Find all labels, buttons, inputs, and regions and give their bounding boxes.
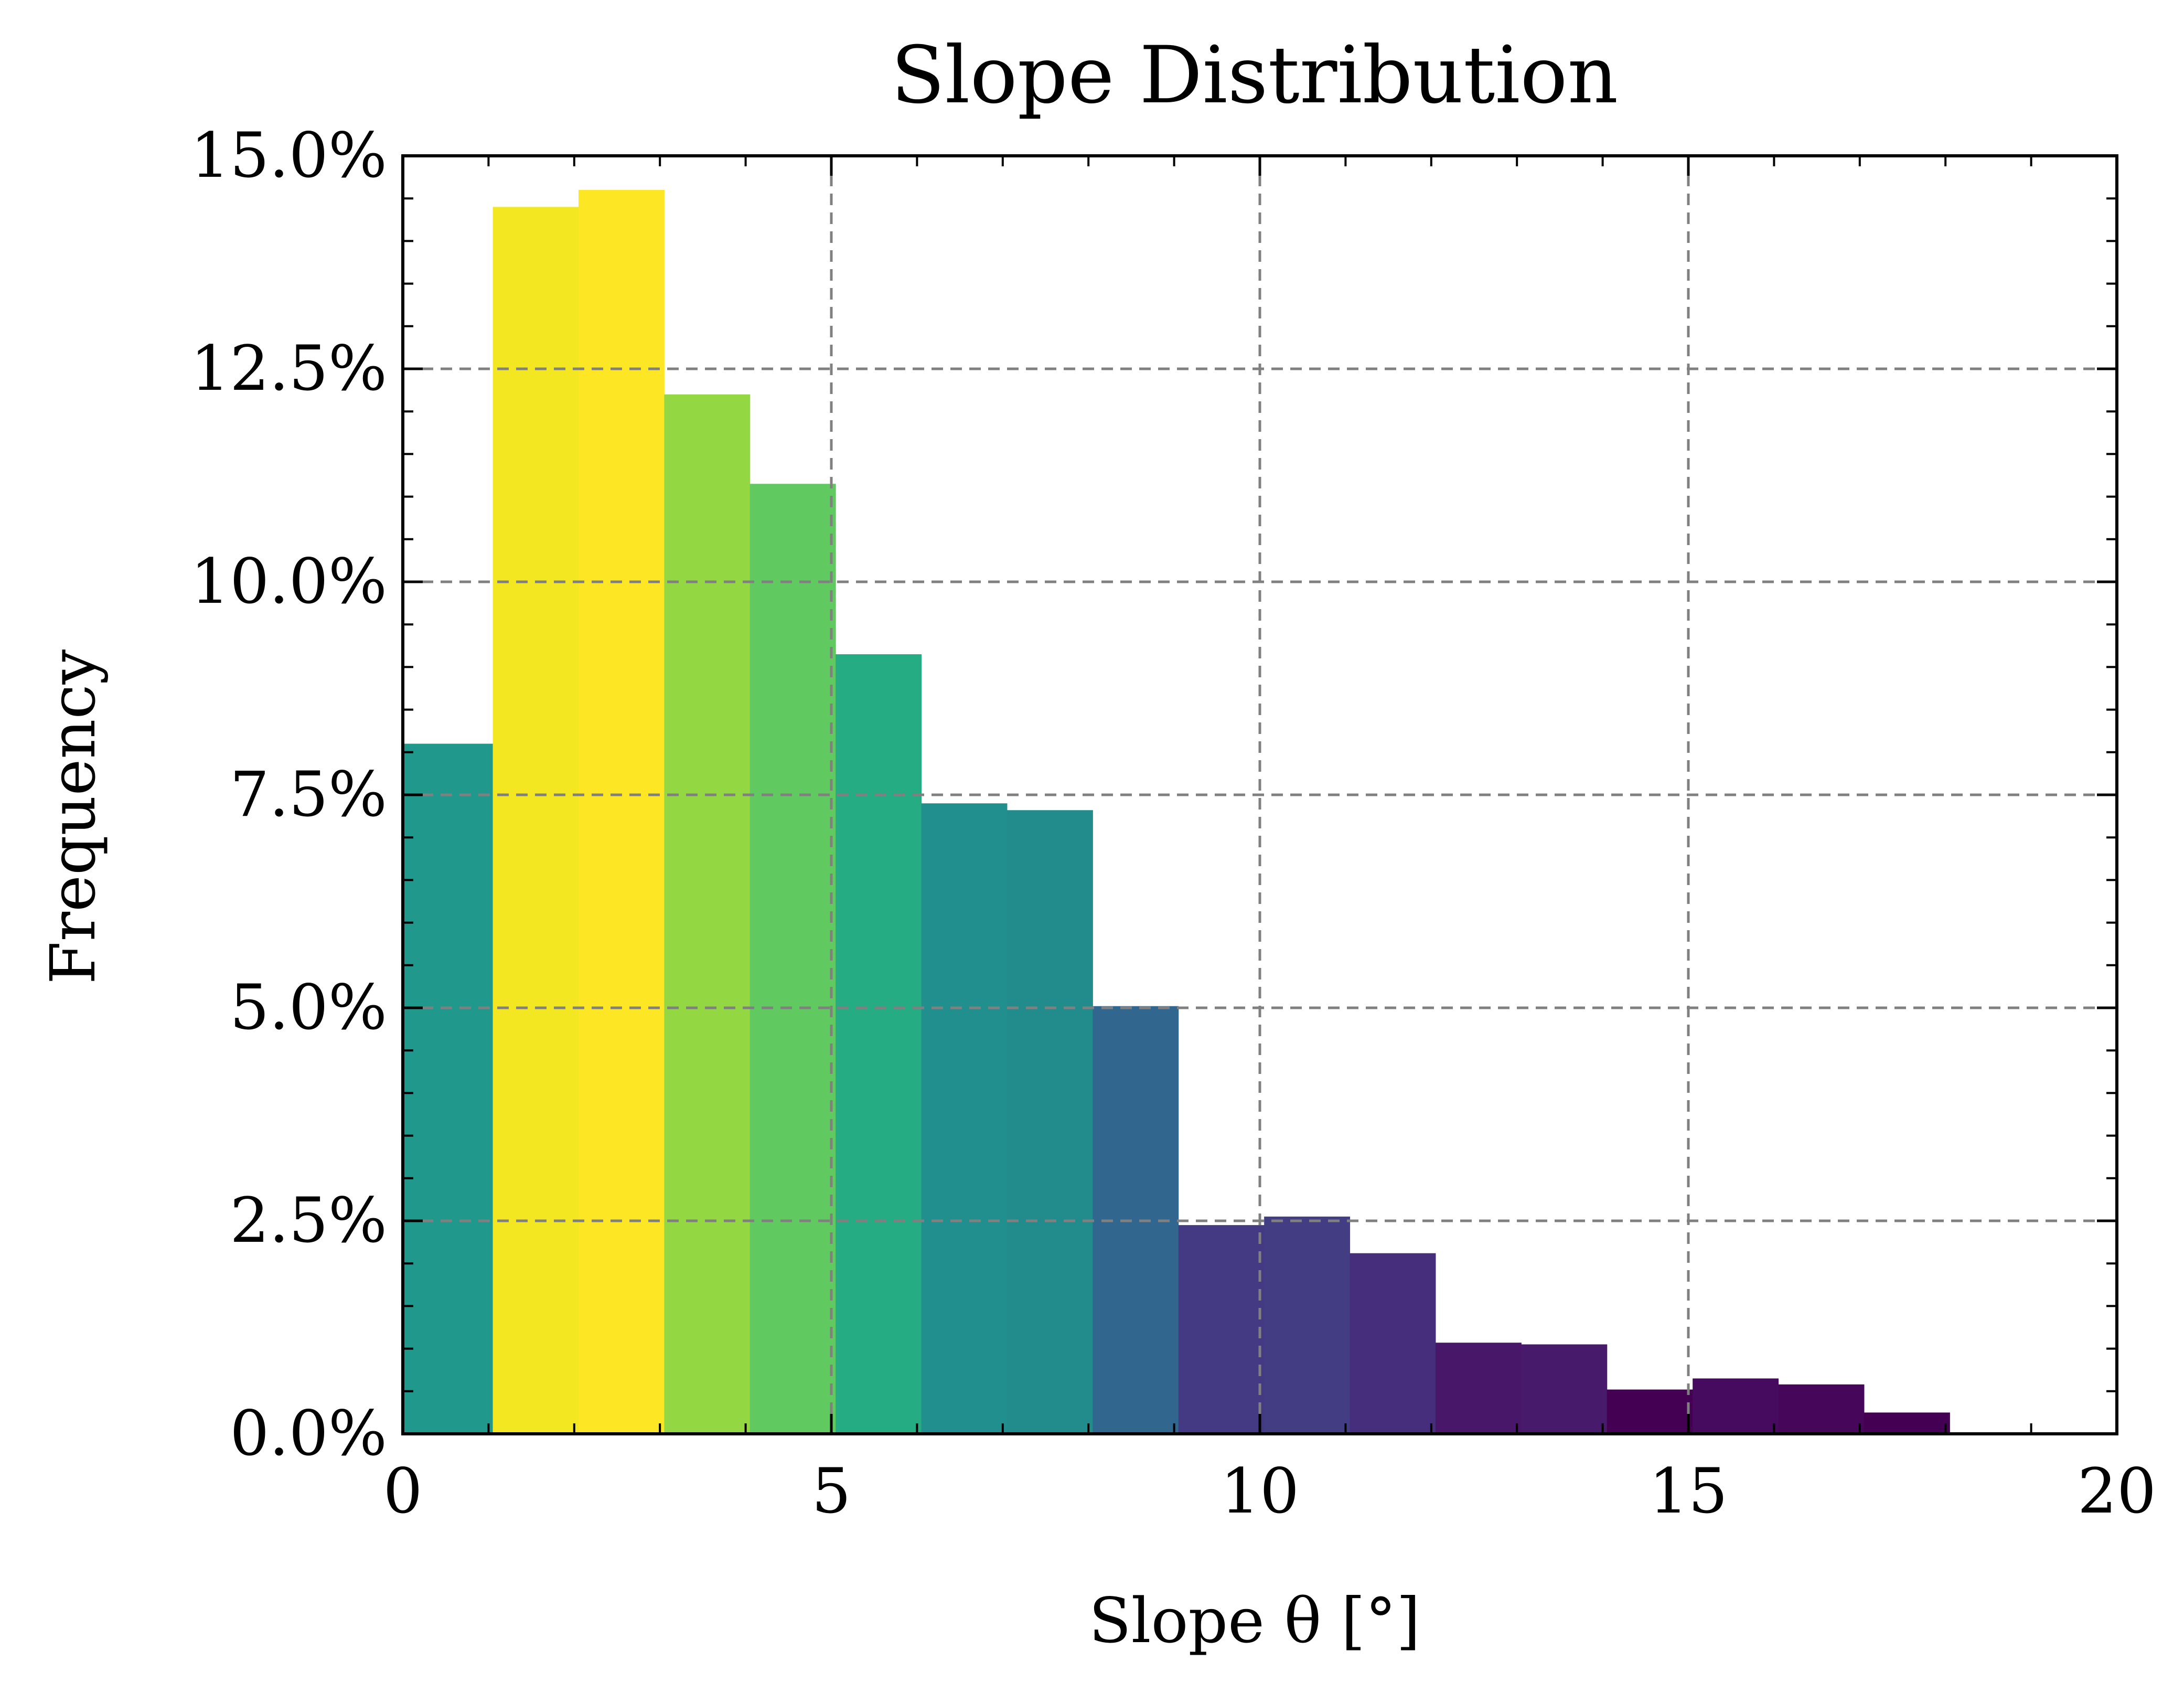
plot-frame <box>401 154 2118 1435</box>
grid-lines <box>403 156 2117 1434</box>
x-tick-label: 5 <box>811 1455 851 1527</box>
histogram-bar <box>493 207 579 1434</box>
y-tick-label: 5.0% <box>230 971 387 1044</box>
y-tick-label: 0.0% <box>230 1397 387 1470</box>
histogram-bar <box>1350 1253 1436 1434</box>
histogram-bar <box>1007 810 1093 1434</box>
y-tick-label: 2.5% <box>230 1184 387 1257</box>
histogram-bar <box>836 654 922 1434</box>
tick-labels: 0 5 10 15 20 0.0% 2.5% 5.0% 7.5% 10.0% 12.5% 15.0% <box>190 119 2156 1527</box>
histogram-bar <box>1607 1389 1693 1434</box>
histogram-bar <box>1435 1343 1522 1434</box>
axis-ticks <box>401 154 2118 1435</box>
x-axis-label: Slope θ [°] <box>1089 1584 1420 1657</box>
histogram-bar <box>664 394 751 1434</box>
y-axis-label: Frequency <box>37 649 109 985</box>
histogram-bar <box>1864 1412 1950 1434</box>
histogram-bar <box>1693 1378 1779 1434</box>
y-tick-label: 7.5% <box>230 758 387 830</box>
chart-title: Slope Distribution <box>891 30 1618 121</box>
x-tick-label: 20 <box>2078 1455 2156 1527</box>
histogram-bar <box>750 484 836 1434</box>
histogram-bar <box>1178 1225 1265 1434</box>
x-tick-label: 0 <box>383 1455 422 1527</box>
histogram-bar <box>1521 1344 1608 1434</box>
y-tick-label: 15.0% <box>190 119 387 191</box>
histogram-bar <box>1778 1384 1865 1434</box>
x-tick-label: 10 <box>1221 1455 1299 1527</box>
histogram-bar <box>403 743 494 1434</box>
histogram-bar <box>578 189 665 1434</box>
histogram-bars <box>403 189 1950 1434</box>
y-tick-label: 10.0% <box>190 545 387 617</box>
histogram-bar <box>1264 1216 1351 1434</box>
y-tick-label: 12.5% <box>190 332 387 404</box>
x-tick-label: 15 <box>1649 1455 1728 1527</box>
histogram-bar <box>921 803 1008 1434</box>
